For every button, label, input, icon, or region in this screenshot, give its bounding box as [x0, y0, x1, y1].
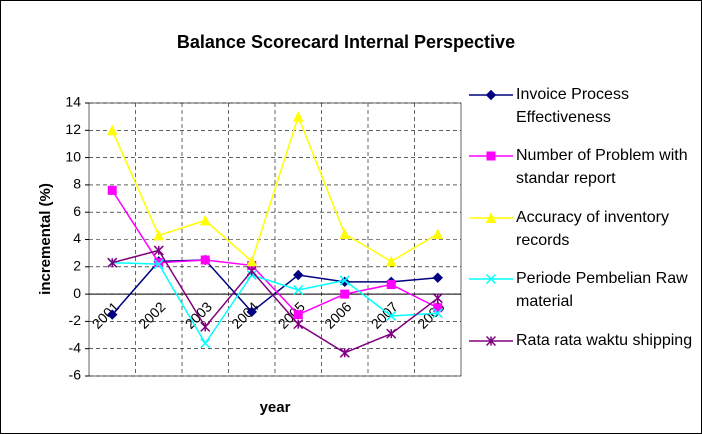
- data-point: [200, 321, 211, 332]
- series-line: [112, 249, 439, 354]
- series-line: [112, 261, 438, 345]
- y-tick-label: -4: [69, 339, 82, 355]
- legend-marker: [486, 151, 496, 161]
- data-point: [200, 255, 210, 265]
- y-tick-label: 10: [65, 148, 81, 164]
- legend-marker: [485, 273, 497, 285]
- data-point: [199, 214, 211, 226]
- y-tick-label: -2: [69, 312, 82, 328]
- legend-label: Periode Pembelian Raw material: [516, 270, 688, 310]
- legend-label: Number of Problem with standar report: [516, 147, 688, 187]
- y-axis-label: incremental (%): [37, 183, 54, 295]
- data-point: [433, 303, 443, 313]
- data-point: [246, 306, 257, 318]
- legend-marker: [485, 335, 497, 347]
- series-line: [111, 259, 438, 316]
- chart-title: Balance Scorecard Internal Perspective: [177, 32, 515, 52]
- y-tick-label: 12: [65, 121, 81, 137]
- data-point: [432, 228, 444, 240]
- x-axis-label: year: [260, 399, 291, 416]
- data-point: [200, 338, 211, 349]
- x-tick-label: 2006: [321, 298, 354, 331]
- y-tick-label: 0: [73, 285, 81, 301]
- data-point: [386, 280, 396, 290]
- y-tick-label: 2: [73, 258, 81, 274]
- data-point: [339, 275, 350, 286]
- data-point: [432, 293, 443, 304]
- data-point: [153, 229, 165, 241]
- data-point: [154, 258, 164, 268]
- data-point: [293, 310, 303, 320]
- data-point: [432, 308, 443, 319]
- data-point: [153, 245, 164, 256]
- legend-label: Rata rata waktu shipping: [516, 332, 693, 349]
- data-point: [106, 124, 118, 136]
- series-line: [111, 114, 439, 263]
- x-tick-label: 2002: [135, 298, 168, 331]
- data-point: [107, 185, 117, 195]
- data-point: [246, 255, 258, 267]
- y-tick-label: 4: [73, 230, 81, 246]
- y-tick-label: 8: [73, 176, 81, 192]
- data-point: [339, 347, 350, 358]
- legend-label: Accuracy of inventory records: [516, 209, 669, 249]
- data-point: [292, 111, 304, 122]
- data-point: [339, 228, 351, 240]
- data-point: [340, 289, 350, 299]
- data-point: [246, 265, 257, 276]
- data-point: [385, 255, 397, 267]
- legend-marker: [485, 212, 497, 223]
- data-point: [107, 257, 118, 268]
- data-point: [107, 309, 118, 320]
- data-point: [386, 310, 397, 321]
- x-tick-label: 2001: [89, 298, 122, 331]
- data-point: [386, 328, 397, 339]
- data-point: [293, 319, 304, 330]
- data-point: [293, 284, 304, 296]
- legend-marker: [485, 89, 497, 101]
- y-tick-label: 14: [65, 94, 81, 110]
- legend-label: Invoice Process Effectiveness: [516, 86, 629, 126]
- data-point: [432, 272, 443, 283]
- data-point: [153, 259, 164, 270]
- y-tick-label: 6: [73, 203, 81, 219]
- data-point: [293, 269, 304, 281]
- y-tick-label: -6: [69, 367, 82, 383]
